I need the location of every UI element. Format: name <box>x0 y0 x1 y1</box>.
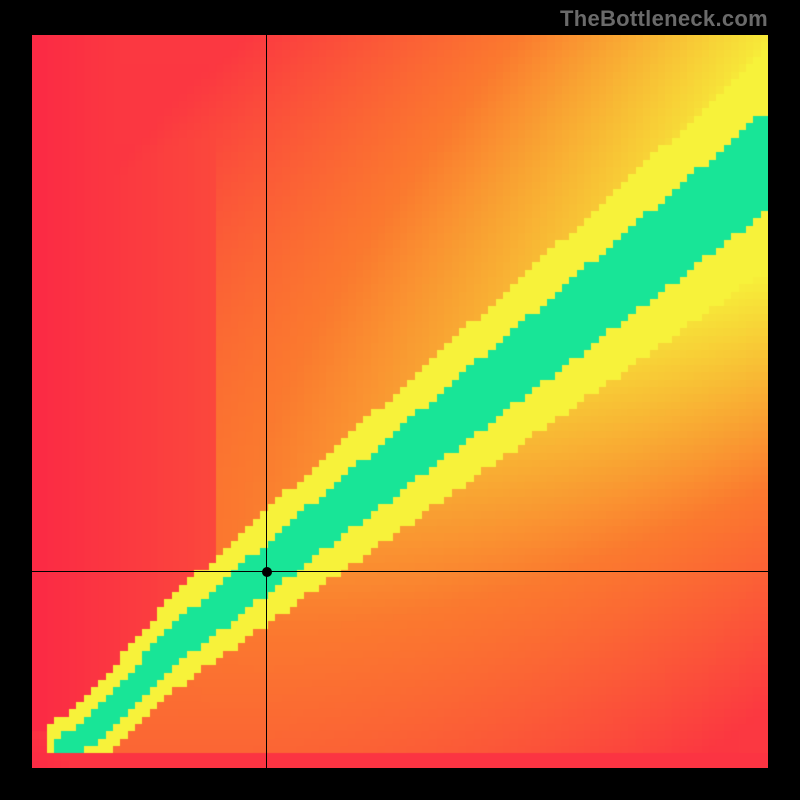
marker-dot <box>262 567 272 577</box>
watermark-text: TheBottleneck.com <box>560 6 768 32</box>
bottleneck-heatmap <box>32 35 768 768</box>
root-container: TheBottleneck.com <box>0 0 800 800</box>
crosshair-horizontal <box>32 571 768 572</box>
crosshair-vertical <box>266 35 267 768</box>
